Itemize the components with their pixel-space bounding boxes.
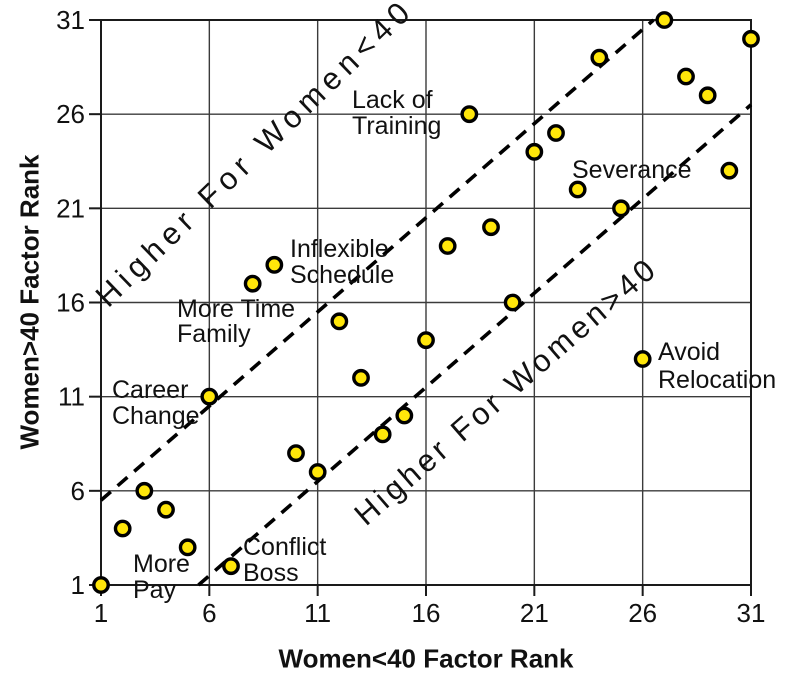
x-tick-label: 11 (304, 598, 331, 628)
data-point (482, 218, 500, 237)
data-point (655, 11, 674, 29)
data-point-severance (568, 180, 587, 199)
point-label: Pay (133, 576, 177, 604)
y-tick-label: 6 (71, 476, 85, 506)
x-tick-label: 26 (628, 598, 657, 628)
x-tick-label: 1 (94, 598, 108, 628)
y-axis-title: Women>40 Factor Rank (14, 154, 45, 450)
data-point (720, 161, 739, 180)
data-point (395, 406, 414, 425)
point-label: Family (177, 320, 251, 348)
data-point (547, 124, 565, 142)
data-point (178, 538, 197, 557)
x-axis-title: Women<40 Factor Rank (278, 643, 574, 674)
data-point (438, 237, 457, 255)
data-point-avoid-relocation (633, 350, 652, 368)
point-label: Inflexible (290, 235, 389, 263)
data-point (113, 519, 132, 538)
data-point (503, 293, 522, 312)
x-tick-label: 31 (737, 598, 766, 628)
point-label: Severance (572, 156, 692, 184)
point-label: Schedule (290, 261, 394, 289)
data-point (352, 368, 370, 387)
y-tick-label: 16 (56, 288, 85, 318)
data-point-lack-of-training (460, 105, 479, 124)
point-label: Training (352, 112, 441, 140)
point-label: Conflict (243, 533, 326, 561)
data-point (308, 463, 327, 481)
point-label: More Time (177, 295, 295, 323)
point-label: Lack of (352, 86, 433, 114)
y-tick-label: 31 (56, 5, 85, 35)
data-point (612, 199, 630, 218)
data-point (373, 425, 392, 444)
data-point-career-change (200, 387, 219, 406)
data-point-more-time-family (243, 274, 262, 293)
data-point (698, 86, 717, 105)
data-point-inflexible-schedule (265, 255, 284, 274)
data-point (330, 312, 349, 331)
data-point (417, 331, 435, 350)
data-point (135, 481, 154, 500)
y-tick-label: 21 (56, 193, 85, 223)
data-point (590, 48, 609, 67)
data-point (742, 29, 760, 48)
data-point-more-pay (92, 576, 110, 594)
point-label: Relocation (658, 366, 776, 394)
point-label: Boss (243, 559, 299, 587)
data-point (677, 67, 695, 86)
data-point (157, 500, 175, 519)
x-tick-label: 6 (202, 598, 216, 628)
x-tick-label: 16 (412, 598, 441, 628)
data-point (287, 444, 305, 463)
diagonal-dashed-line (197, 103, 753, 587)
diagonal-dashed-line (99, 18, 655, 502)
point-label: Avoid (658, 338, 720, 366)
point-label: Change (112, 402, 200, 430)
point-label: More (133, 550, 190, 578)
y-tick-label: 1 (71, 570, 85, 600)
region-label: Higher For Women>40 (348, 250, 665, 532)
x-tick-label: 21 (520, 598, 549, 628)
point-label: Career (112, 376, 188, 404)
data-point-conflict-boss (222, 557, 240, 576)
y-tick-label: 11 (58, 382, 85, 412)
y-tick-label: 26 (56, 99, 85, 129)
data-point (525, 142, 544, 161)
